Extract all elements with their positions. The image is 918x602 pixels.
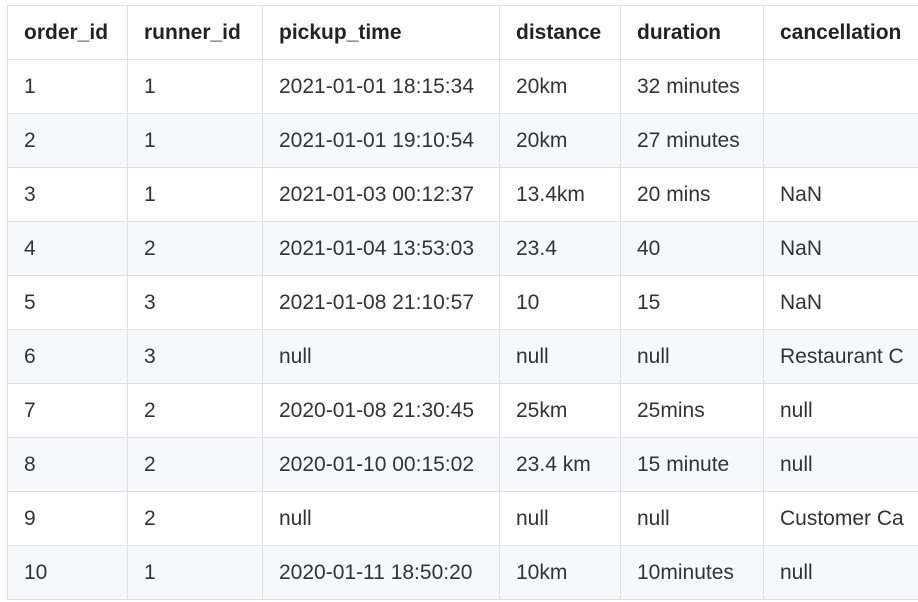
runner-orders-table-viewport: order_id runner_id pickup_time distance … bbox=[7, 5, 918, 602]
cell-runner-id: 1 bbox=[127, 113, 263, 168]
cell-pickup-time: 2020-01-08 21:30:45 bbox=[262, 383, 500, 438]
column-header-pickup-time: pickup_time bbox=[262, 5, 500, 60]
cell-duration: 20 mins bbox=[620, 167, 764, 222]
table-row: 1 1 2021-01-01 18:15:34 20km 32 minutes bbox=[7, 59, 918, 114]
cell-order-id: 3 bbox=[7, 167, 128, 222]
cell-duration: 40 bbox=[620, 221, 764, 276]
cell-pickup-time: null bbox=[262, 491, 500, 546]
cell-cancellation: NaN bbox=[763, 275, 918, 330]
cell-order-id: 9 bbox=[7, 491, 128, 546]
cell-order-id: 2 bbox=[7, 113, 128, 168]
cell-distance: 20km bbox=[499, 59, 621, 114]
cell-runner-id: 1 bbox=[127, 545, 263, 600]
cell-order-id: 1 bbox=[7, 59, 128, 114]
cell-distance: null bbox=[499, 491, 621, 546]
cell-runner-id: 2 bbox=[127, 437, 263, 492]
table-row: 4 2 2021-01-04 13:53:03 23.4 40 NaN bbox=[7, 221, 918, 276]
cell-cancellation: NaN bbox=[763, 221, 918, 276]
table-body: 1 1 2021-01-01 18:15:34 20km 32 minutes 2 1 202… bbox=[7, 59, 918, 600]
cell-runner-id: 3 bbox=[127, 329, 263, 384]
column-header-runner-id: runner_id bbox=[127, 5, 263, 60]
cell-cancellation: Restaurant C bbox=[763, 329, 918, 384]
runner-orders-table: order_id runner_id pickup_time distance … bbox=[7, 5, 918, 600]
cell-order-id: 7 bbox=[7, 383, 128, 438]
header-row: order_id runner_id pickup_time distance … bbox=[7, 5, 918, 60]
cell-order-id: 6 bbox=[7, 329, 128, 384]
cell-distance: 10 bbox=[499, 275, 621, 330]
cell-cancellation: null bbox=[763, 437, 918, 492]
cell-cancellation: Customer Ca bbox=[763, 491, 918, 546]
table-row: 5 3 2021-01-08 21:10:57 10 15 NaN bbox=[7, 275, 918, 330]
cell-pickup-time: 2020-01-11 18:50:20 bbox=[262, 545, 500, 600]
cell-runner-id: 1 bbox=[127, 59, 263, 114]
cell-distance: 10km bbox=[499, 545, 621, 600]
table-row: 6 3 null null null Restaurant C bbox=[7, 329, 918, 384]
cell-cancellation: null bbox=[763, 383, 918, 438]
cell-distance: 23.4 bbox=[499, 221, 621, 276]
cell-cancellation bbox=[763, 113, 918, 168]
table-row: 9 2 null null null Customer Ca bbox=[7, 491, 918, 546]
cell-duration: 15 bbox=[620, 275, 764, 330]
cell-duration: 15 minute bbox=[620, 437, 764, 492]
cell-pickup-time: 2021-01-01 19:10:54 bbox=[262, 113, 500, 168]
cell-duration: null bbox=[620, 329, 764, 384]
cell-pickup-time: 2021-01-01 18:15:34 bbox=[262, 59, 500, 114]
cell-cancellation bbox=[763, 59, 918, 114]
cell-cancellation: null bbox=[763, 545, 918, 600]
cell-runner-id: 2 bbox=[127, 221, 263, 276]
cell-order-id: 4 bbox=[7, 221, 128, 276]
cell-duration: 25mins bbox=[620, 383, 764, 438]
cell-distance: 23.4 km bbox=[499, 437, 621, 492]
cell-order-id: 10 bbox=[7, 545, 128, 600]
cell-runner-id: 2 bbox=[127, 491, 263, 546]
table-row: 3 1 2021-01-03 00:12:37 13.4km 20 mins NaN bbox=[7, 167, 918, 222]
table-row: 7 2 2020-01-08 21:30:45 25km 25mins null bbox=[7, 383, 918, 438]
cell-cancellation: NaN bbox=[763, 167, 918, 222]
column-header-duration: duration bbox=[620, 5, 764, 60]
cell-runner-id: 1 bbox=[127, 167, 263, 222]
cell-duration: 32 minutes bbox=[620, 59, 764, 114]
cell-runner-id: 2 bbox=[127, 383, 263, 438]
cell-order-id: 8 bbox=[7, 437, 128, 492]
cell-distance: 13.4km bbox=[499, 167, 621, 222]
table-row: 2 1 2021-01-01 19:10:54 20km 27 minutes bbox=[7, 113, 918, 168]
cell-duration: 27 minutes bbox=[620, 113, 764, 168]
cell-duration: null bbox=[620, 491, 764, 546]
column-header-order-id: order_id bbox=[7, 5, 128, 60]
cell-distance: 25km bbox=[499, 383, 621, 438]
cell-pickup-time: 2021-01-03 00:12:37 bbox=[262, 167, 500, 222]
column-header-distance: distance bbox=[499, 5, 621, 60]
cell-distance: null bbox=[499, 329, 621, 384]
cell-runner-id: 3 bbox=[127, 275, 263, 330]
table-header: order_id runner_id pickup_time distance … bbox=[7, 5, 918, 60]
cell-distance: 20km bbox=[499, 113, 621, 168]
cell-pickup-time: 2020-01-10 00:15:02 bbox=[262, 437, 500, 492]
cell-duration: 10minutes bbox=[620, 545, 764, 600]
cell-pickup-time: null bbox=[262, 329, 500, 384]
cell-pickup-time: 2021-01-04 13:53:03 bbox=[262, 221, 500, 276]
cell-pickup-time: 2021-01-08 21:10:57 bbox=[262, 275, 500, 330]
table-row: 10 1 2020-01-11 18:50:20 10km 10minutes null bbox=[7, 545, 918, 600]
cell-order-id: 5 bbox=[7, 275, 128, 330]
column-header-cancellation: cancellation bbox=[763, 5, 918, 60]
table-row: 8 2 2020-01-10 00:15:02 23.4 km 15 minute nul… bbox=[7, 437, 918, 492]
